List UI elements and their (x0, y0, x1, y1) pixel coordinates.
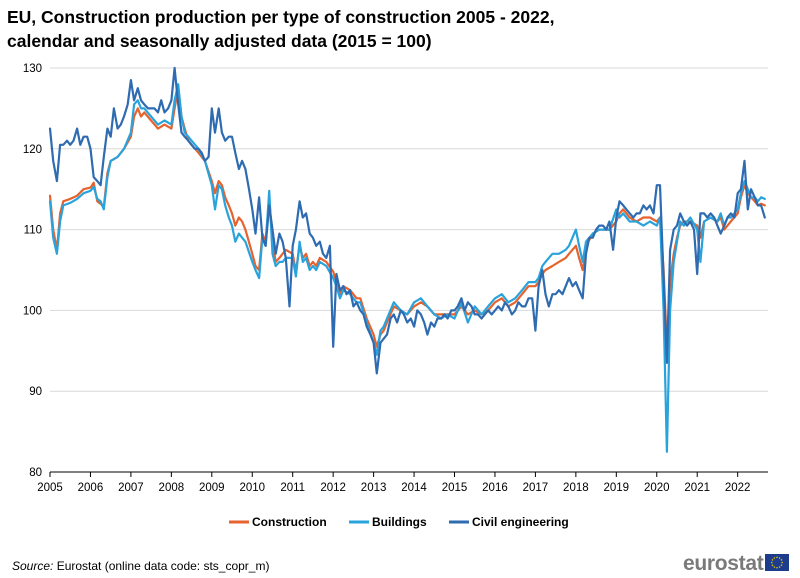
x-tick-label-2010: 2010 (239, 482, 265, 494)
x-tick-label-2008: 2008 (159, 482, 185, 494)
eu-flag-star (778, 566, 781, 568)
x-tick-label-2012: 2012 (320, 482, 346, 494)
legend: Construction Buildings Civil engineering (229, 515, 569, 529)
y-axis: 80 90 100 110 120 130 (23, 63, 42, 479)
eurostat-logo: eurostat (683, 552, 789, 575)
x-tick-label-2017: 2017 (523, 482, 549, 494)
x-tick-label-2021: 2021 (684, 482, 710, 494)
chart-title-line-2: calendar and seasonally adjusted data (2… (7, 31, 432, 51)
plot-series (48, 66, 766, 453)
eu-flag-star (771, 561, 773, 564)
x-tick-label-2013: 2013 (361, 482, 387, 494)
legend-label-construction: Construction (252, 515, 327, 529)
eu-flag-stars (771, 556, 783, 569)
source-label: Source: (12, 559, 53, 573)
eu-flag-icon (765, 554, 789, 571)
y-tick-label-90: 90 (29, 386, 42, 398)
x-tick-label-2020: 2020 (644, 482, 670, 494)
series-line-civil-engineering (48, 66, 766, 375)
x-tick-label-2015: 2015 (442, 482, 468, 494)
x-tick-label-2011: 2011 (280, 482, 305, 494)
y-tick-label-120: 120 (23, 144, 42, 156)
x-tick-label-2007: 2007 (118, 482, 144, 494)
series-line-buildings (48, 83, 766, 453)
x-tick-label-2018: 2018 (563, 482, 589, 494)
gridlines (50, 67, 768, 392)
eu-flag-star (781, 561, 783, 564)
x-tick-label-2014: 2014 (401, 482, 427, 494)
eurostat-logo-text: eurostat (683, 552, 764, 575)
y-tick-label-130: 130 (23, 63, 42, 75)
eu-flag-star (776, 556, 778, 559)
series-line-construction (48, 87, 766, 348)
svg-text:Source: Eurostat (online data: Source: Eurostat (online data code: sts_… (12, 559, 269, 573)
eu-flag-star (773, 566, 776, 568)
source-note: Source: Eurostat (online data code: sts_… (12, 559, 269, 573)
x-tick-label-2009: 2009 (199, 482, 225, 494)
eu-flag-star (780, 564, 783, 566)
eu-flag-star (771, 559, 774, 561)
x-tick-label-2022: 2022 (725, 482, 751, 494)
source-text: Eurostat (online data code: sts_copr_m) (53, 559, 269, 573)
x-tick-label-2006: 2006 (78, 482, 104, 494)
eu-flag-star (780, 559, 783, 561)
x-tick-label-2019: 2019 (604, 482, 630, 494)
chart-title: EU, Construction production per type of … (7, 7, 554, 51)
eu-flag-star (776, 566, 778, 569)
y-tick-label-110: 110 (24, 225, 42, 237)
eu-flag-star (778, 557, 781, 559)
y-tick-label-80: 80 (29, 467, 42, 479)
y-tick-label-100: 100 (23, 305, 42, 317)
x-tick-label-2016: 2016 (482, 482, 508, 494)
legend-label-civil-engineering: Civil engineering (472, 515, 569, 529)
x-tick-label-2005: 2005 (37, 482, 63, 494)
eu-flag-star (773, 557, 776, 559)
chart-title-line-1: EU, Construction production per type of … (7, 7, 554, 27)
legend-label-buildings: Buildings (372, 515, 427, 529)
eu-flag-star (771, 564, 774, 566)
x-axis: 2005 2006 2007 2008 2009 2010 2011 2012 2013 2014… (37, 471, 768, 494)
